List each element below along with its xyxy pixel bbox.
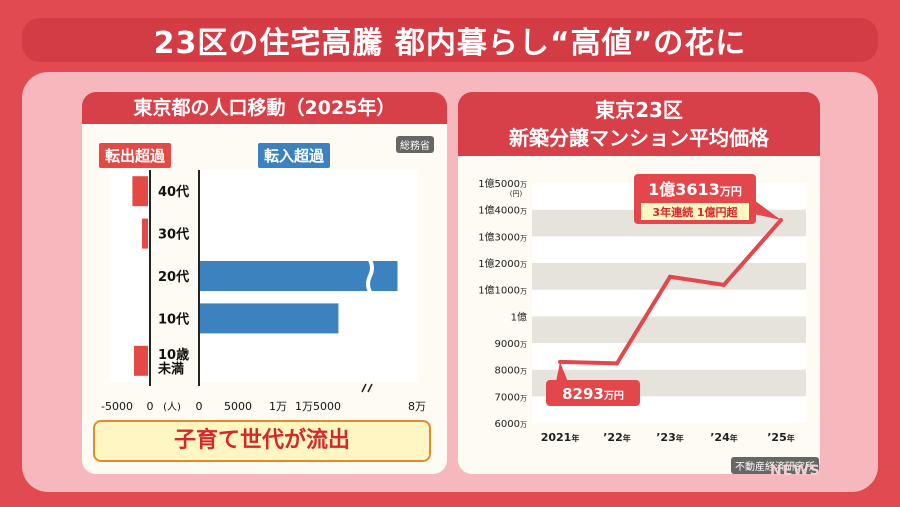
source-label-left: 総務省 (396, 136, 434, 153)
price-card: 東京23区 新築分譲マンション平均価格 (458, 92, 820, 474)
page-title: 23区の住宅高騰 都内暮らし“高値”の花に (153, 26, 747, 61)
price-card-title-line1: 東京23区 (595, 98, 683, 122)
callout-text: 子育て世代が流出 (173, 428, 350, 453)
title-bar: 23区の住宅高騰 都内暮らし“高値”の花に (22, 18, 878, 62)
price-card-title-line2: 新築分譲マンション平均価格 (509, 126, 769, 150)
inflow-tag: 転入超過 (258, 143, 331, 168)
population-card-title: 東京都の人口移動（2025年） (82, 92, 447, 124)
outflow-tag: 転出超過 (99, 143, 172, 168)
callout-box: 子育て世代が流出 (93, 420, 431, 462)
news-watermark: NEWS (770, 463, 821, 479)
source-label-right: 不動産経済研究所 (731, 457, 819, 474)
price-card-title: 東京23区 新築分譲マンション平均価格 (458, 92, 820, 156)
